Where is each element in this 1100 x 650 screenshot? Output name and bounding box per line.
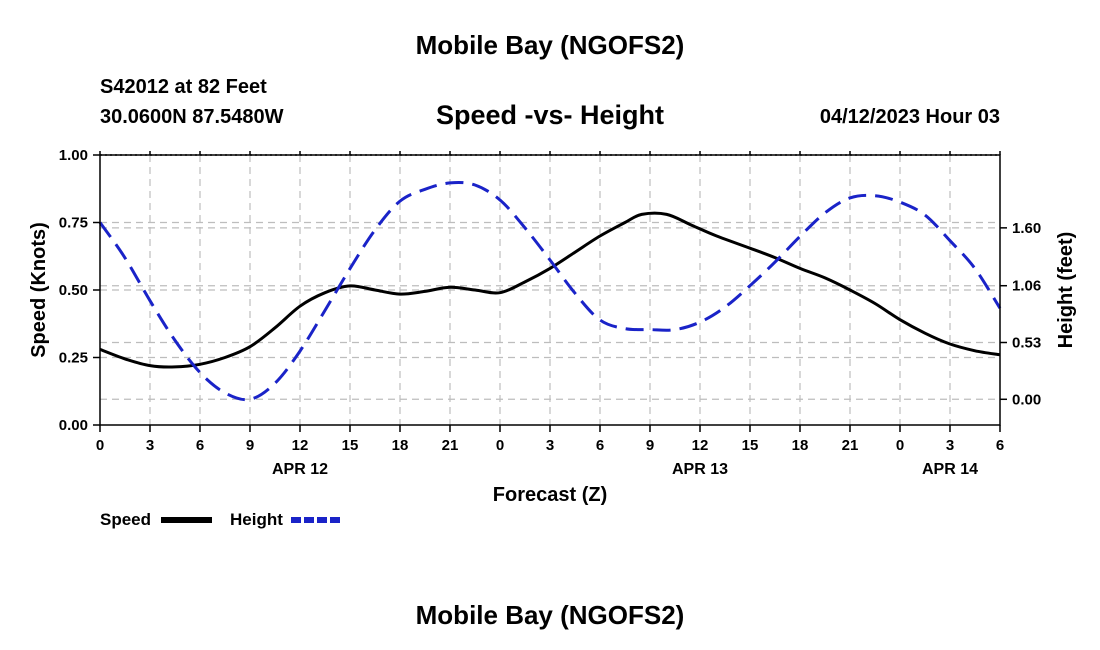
station-label: S42012 at 82 Feet [100,76,267,98]
series-line-speed [99,211,1001,369]
y-tick-label: 0.25 [59,350,88,367]
y-axis-label: Speed (Knots) [28,222,50,358]
series-layer [98,180,1002,402]
x-tick-label: 6 [196,437,204,454]
chart-title: Speed -vs- Height [435,100,665,130]
page-title: Mobile Bay (NGOFS2) [415,30,685,60]
y2-tick-label: 0.53 [1012,335,1041,352]
x-tick-label: 15 [342,437,359,454]
x-tick-label: 6 [996,437,1004,454]
x-tick-label: 0 [96,437,104,454]
x-tick-label: 15 [742,437,759,454]
x-tick-label: 3 [546,437,554,454]
datetime-label: 04/12/2023 Hour 03 [819,106,1000,128]
axes: 0 3 6 9 12 15 18 21 0 3 6 9 12 15 18 21 0 3 6 APR 12 APR 13 A… [59,147,1041,478]
x-tick-label: 0 [896,437,904,454]
y-tick-label: 0.50 [59,282,88,299]
x-tick-label: 21 [442,437,459,454]
y2-axis-label: Height (feet) [1055,232,1077,349]
x-tick-label: 21 [842,437,859,454]
x-tick-label: 3 [146,437,154,454]
date-label: APR 13 [672,461,728,478]
x-tick-label: 3 [946,437,954,454]
date-label: APR 12 [272,461,328,478]
y-tick-label: 0.75 [59,215,88,232]
series-line-height [98,180,1002,402]
x-tick-label: 9 [246,437,254,454]
legend-label-speed: Speed [100,510,151,529]
y2-tick-label: 1.60 [1012,220,1041,237]
legend: Speed Height [100,510,342,529]
footer-title: Mobile Bay (NGOFS2) [415,600,685,630]
y2-tick-label: 1.06 [1012,278,1041,295]
y-tick-label: 1.00 [59,147,88,164]
x-tick-label: 18 [392,437,409,454]
y2-tick-label: 0.00 [1012,391,1041,408]
coordinates-label: 30.0600N 87.5480W [100,106,284,128]
x-tick-label: 9 [646,437,654,454]
x-tick-label: 6 [596,437,604,454]
x-tick-label: 18 [792,437,809,454]
x-tick-label: 0 [496,437,504,454]
date-label: APR 14 [922,461,978,478]
y-tick-label: 0.00 [59,417,88,434]
grid [100,155,1000,425]
x-tick-label: 12 [292,437,309,454]
x-axis-label: Forecast (Z) [493,484,607,506]
legend-label-height: Height [230,510,283,529]
x-tick-label: 12 [692,437,709,454]
